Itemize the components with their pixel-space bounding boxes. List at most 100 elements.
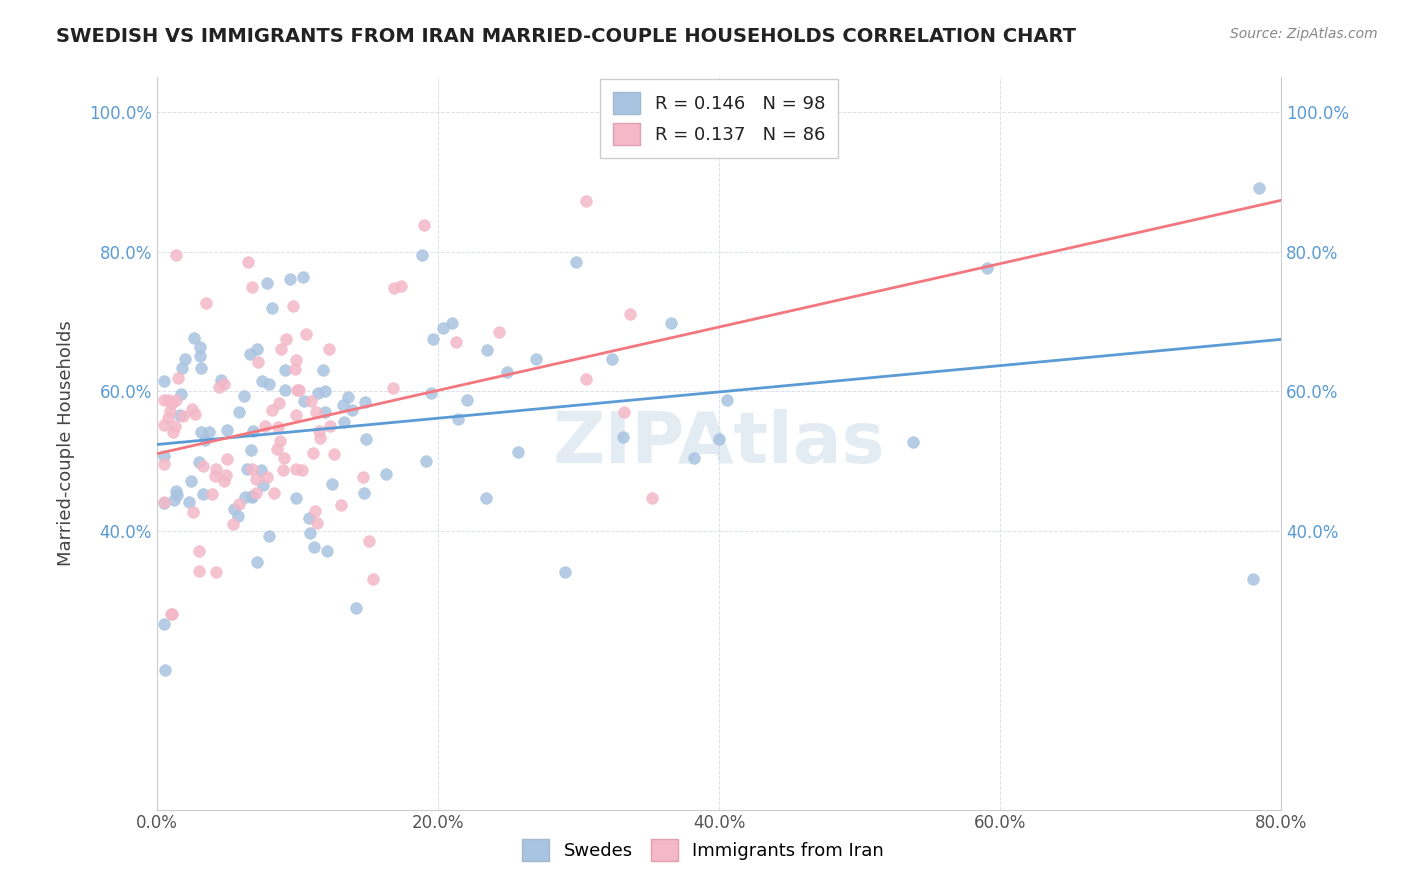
Point [619, 307, 641, 321]
Point [205, 566, 228, 580]
Point [240, 462, 263, 476]
Point [236, 255, 259, 269]
Point [361, 572, 384, 586]
Point [382, 381, 405, 395]
Point [329, 498, 352, 512]
Point [162, 607, 184, 622]
Point [245, 556, 267, 570]
Point [266, 442, 288, 457]
Point [307, 516, 329, 530]
Point [172, 409, 194, 424]
Point [166, 488, 188, 502]
Point [359, 533, 381, 548]
Point [256, 276, 278, 290]
Point [285, 353, 308, 368]
Point [187, 455, 209, 469]
Point [242, 424, 264, 438]
Point [239, 347, 262, 361]
Point [284, 408, 307, 422]
Point [354, 433, 377, 447]
Point [612, 430, 634, 444]
Point [447, 411, 470, 425]
Point [659, 316, 682, 330]
Point [215, 452, 238, 467]
Y-axis label: Married-couple Households: Married-couple Households [58, 320, 75, 566]
Point [188, 350, 211, 364]
Point [159, 403, 181, 417]
Point [233, 490, 256, 504]
Point [308, 431, 330, 445]
Point [321, 477, 343, 491]
Point [292, 394, 315, 409]
Point [198, 425, 221, 439]
Point [153, 495, 176, 509]
Point [352, 470, 374, 484]
Point [245, 472, 267, 486]
Point [308, 424, 330, 438]
Point [641, 491, 664, 505]
Point [285, 462, 308, 476]
Point [160, 396, 183, 410]
Point [353, 395, 375, 409]
Point [488, 325, 510, 339]
Point [222, 516, 245, 531]
Point [299, 393, 322, 408]
Point [304, 504, 326, 518]
Point [153, 617, 176, 632]
Point [165, 418, 187, 433]
Point [215, 468, 238, 483]
Point [323, 447, 346, 461]
Point [353, 486, 375, 500]
Point [257, 529, 280, 543]
Point [318, 343, 340, 357]
Point [187, 544, 209, 558]
Point [506, 445, 529, 459]
Point [315, 543, 337, 558]
Point [419, 386, 441, 401]
Point [444, 335, 467, 350]
Point [170, 361, 193, 376]
Point [333, 415, 356, 429]
Point [477, 343, 499, 358]
Point [422, 332, 444, 346]
Point [263, 486, 285, 500]
Point [271, 462, 294, 476]
Point [1241, 573, 1264, 587]
Point [716, 392, 738, 407]
Point [1247, 181, 1270, 195]
Point [190, 361, 212, 376]
Point [184, 407, 207, 421]
Point [188, 564, 211, 578]
Point [298, 525, 321, 540]
Point [267, 420, 290, 434]
Point [474, 491, 496, 505]
Point [276, 332, 298, 346]
Point [526, 351, 548, 366]
Point [274, 383, 297, 397]
Point [250, 375, 273, 389]
Point [575, 194, 598, 208]
Point [188, 341, 211, 355]
Point [207, 379, 229, 393]
Point [332, 398, 354, 412]
Point [160, 607, 183, 622]
Point [153, 393, 176, 408]
Point [291, 462, 314, 476]
Point [304, 405, 326, 419]
Point [292, 270, 315, 285]
Point [281, 299, 304, 313]
Point [307, 385, 329, 400]
Point [683, 450, 706, 465]
Point [269, 434, 291, 448]
Point [224, 502, 246, 516]
Point [240, 443, 263, 458]
Point [294, 326, 316, 341]
Point [214, 376, 236, 391]
Point [565, 255, 588, 269]
Text: ZIPAtlas: ZIPAtlas [553, 409, 886, 478]
Point [180, 474, 202, 488]
Point [165, 248, 187, 262]
Point [278, 272, 301, 286]
Point [228, 497, 250, 511]
Point [412, 218, 434, 232]
